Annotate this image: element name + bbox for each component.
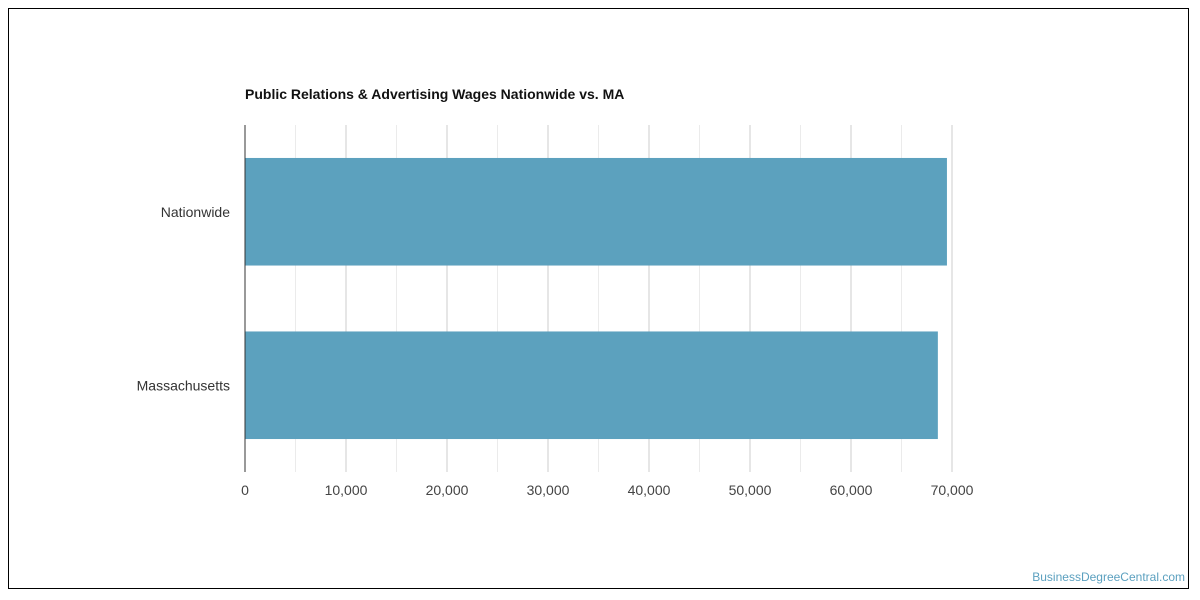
x-tick-label: 10,000 [325,482,368,498]
chart-title: Public Relations & Advertising Wages Nat… [245,86,624,102]
chart-frame [8,8,1189,589]
x-tick-label: 60,000 [830,482,873,498]
x-tick-label: 70,000 [931,482,974,498]
x-tick-label: 40,000 [628,482,671,498]
bars [245,157,947,440]
x-tick-label: 30,000 [527,482,570,498]
x-tick-label: 0 [241,482,249,498]
labels: 0 10,000 20,000 30,000 40,000 50,000 60,000 70,… [137,204,974,498]
source-watermark[interactable]: BusinessDegreeCentral.com [1032,570,1185,584]
bar-nationwide[interactable] [245,157,947,266]
category-label: Massachusetts [137,377,230,393]
x-tick-label: 50,000 [729,482,772,498]
bar-massachusetts[interactable] [245,331,938,440]
x-tick-label: 20,000 [426,482,469,498]
category-label: Nationwide [161,204,230,220]
